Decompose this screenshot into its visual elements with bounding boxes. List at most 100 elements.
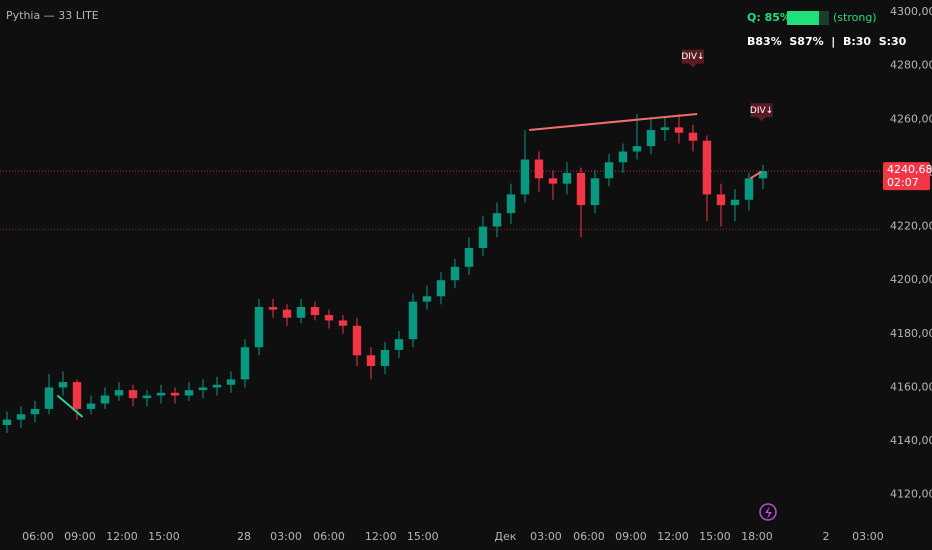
candle-body [408,301,418,340]
candle-body [170,392,180,396]
candle-body [632,146,642,152]
x-tick-label: 15:00 [148,530,180,543]
candle-body [422,296,432,302]
q-meter-rest [819,11,829,25]
candle-body [590,178,600,206]
candle-body [142,395,152,399]
candle-body [716,194,726,206]
x-tick-label: 12:00 [365,530,397,543]
candle-body [394,339,404,350]
x-tick-label: Дек [494,530,516,543]
candle-body [310,307,320,316]
x-tick-label: 03:00 [530,530,562,543]
candle-body [226,379,236,385]
candle-body [758,171,768,179]
candle-body [338,320,348,326]
x-tick-label: 09:00 [64,530,96,543]
x-tick-label: 15:00 [407,530,439,543]
candle-body [744,178,754,200]
candle-body [450,266,460,281]
candle-body [324,315,334,321]
candle-body [2,419,12,425]
countdown: 02:07 [887,176,919,189]
candle-body [184,390,194,396]
divergence-line [749,170,763,180]
candle-body [58,382,68,388]
candle-body [366,355,376,366]
q-strength: (strong) [833,11,877,24]
candle-body [688,132,698,141]
y-tick-label: 4220,00 [890,220,932,233]
candle-body [576,172,586,206]
divergence-line [529,112,698,132]
candle-body [730,199,740,206]
x-tick-label: 03:00 [270,530,302,543]
candle-body [114,390,124,396]
chart-title: Pythia — 33 LITE [6,9,99,22]
divergence-line [56,394,84,418]
candle-body [646,130,656,147]
stats: B83% S87% | B:30 S:30 [747,35,907,48]
candle-body [506,194,516,214]
x-tick-label: 18:00 [741,530,773,543]
y-tick-label: 4160,00 [890,380,932,393]
candle-body [100,395,110,404]
candle-body [86,403,96,409]
candle-body [268,307,278,310]
candle-body [254,307,264,348]
y-tick-label: 4300,00 [890,5,932,18]
div-badge [750,103,773,122]
price-label: 4240,68 [887,163,932,176]
lightning-icon[interactable] [759,503,777,521]
x-tick-label: 12:00 [106,530,138,543]
candle-body [30,408,40,415]
candle-body [520,159,530,195]
x-tick-label: 15:00 [699,530,731,543]
candle-body [352,325,362,356]
candle-body [534,159,544,179]
candle-body [72,382,82,409]
candle-body [562,172,572,184]
candle-body [128,390,138,399]
candle-body [198,387,208,391]
y-tick-label: 4120,00 [890,488,932,501]
candle-body [436,280,446,297]
x-tick-label: 28 [237,530,251,543]
candle-body [380,349,390,366]
x-tick-label: 09:00 [615,530,647,543]
x-tick-label: 2 [822,530,829,543]
candle-body [212,384,222,388]
y-tick-label: 4280,00 [890,59,932,72]
y-tick-label: 4140,00 [890,434,932,447]
y-tick-label: 4260,00 [890,112,932,125]
y-tick-label: 4200,00 [890,273,932,286]
div-label: DIV↓ [681,52,704,62]
lightning-glyph [765,506,772,519]
x-tick-label: 06:00 [22,530,54,543]
candle-body [16,414,26,420]
candle-body [618,151,628,163]
price-badge [883,162,930,191]
x-tick-label: 03:00 [852,530,884,543]
x-tick-label: 06:00 [573,530,605,543]
candle-body [156,392,166,396]
q-value: Q: 85% [747,11,791,24]
candle-body [674,127,684,133]
candle-body [660,127,670,131]
candle-body [464,248,474,267]
candle-body [548,178,558,184]
x-tick-label: 12:00 [657,530,689,543]
y-tick-label: 4180,00 [890,327,932,340]
candle-body [604,162,614,179]
div-label: DIV↓ [750,106,773,116]
candle-body [282,309,292,318]
candle-body [44,387,54,409]
x-tick-label: 06:00 [313,530,345,543]
candle-body [702,140,712,195]
candle-body [492,213,502,227]
div-badge [681,49,704,68]
q-meter [787,11,819,25]
candle-body [296,307,306,318]
